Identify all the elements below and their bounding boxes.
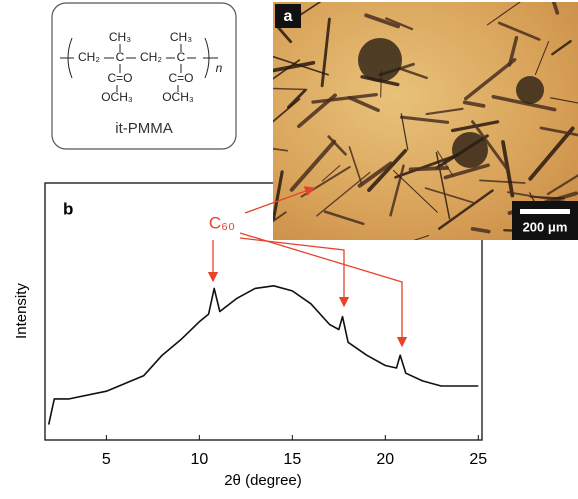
crystal-cluster	[358, 38, 402, 82]
y-axis-label: Intensity	[13, 283, 30, 339]
crystal-needle	[273, 88, 307, 89]
x-tick-label: 5	[102, 451, 111, 468]
structure-label: OCH₃	[101, 90, 133, 104]
structure-label: C	[177, 50, 186, 64]
x-tick-label: 10	[190, 451, 208, 468]
structure-name: it-PMMA	[115, 120, 173, 137]
structure-label: C=O	[107, 71, 132, 85]
crystal-cluster	[516, 76, 544, 104]
data-line	[49, 286, 479, 425]
x-tick-label: 20	[376, 451, 394, 468]
x-tick-label: 15	[283, 451, 301, 468]
structure-label: C=O	[168, 71, 193, 85]
x-axis-label: 2θ (degree)	[224, 472, 302, 489]
structure-label: CH₂	[78, 50, 100, 64]
structure-label: n	[216, 61, 223, 75]
x-tick-label: 25	[469, 451, 487, 468]
structure-label: CH₃	[170, 30, 192, 44]
crystal-cluster	[452, 132, 488, 168]
scale-bar-label: 200 μm	[523, 219, 568, 234]
structure-label: CH₃	[109, 30, 131, 44]
panel-label: b	[63, 199, 73, 218]
annotation: C₆₀	[209, 213, 235, 232]
structure-label: OCH₃	[162, 90, 194, 104]
crystal-needle	[411, 168, 447, 169]
scale-bar	[520, 209, 570, 214]
structure-label: C	[116, 50, 125, 64]
structure-label: CH₂	[140, 50, 162, 64]
figure: b 2θ (degree) Intensity CH₃ CH₃ CH₂ C CH₂ C C=…	[0, 0, 578, 499]
micrograph-label: a	[284, 8, 293, 25]
